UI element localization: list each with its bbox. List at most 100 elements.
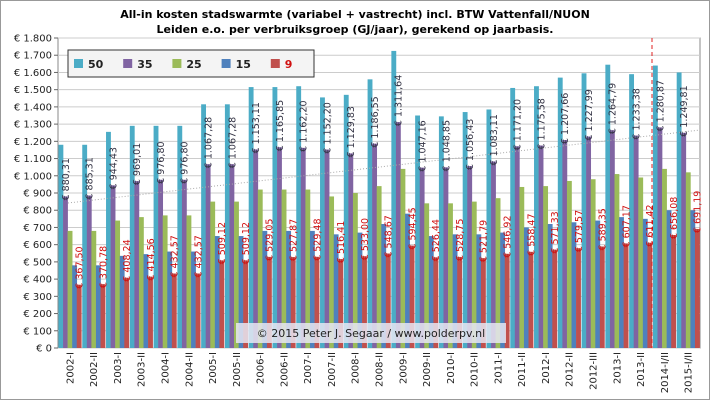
- bar: [191, 251, 196, 348]
- bar: [694, 228, 700, 348]
- bar: [676, 72, 682, 348]
- bar: [266, 256, 272, 348]
- bar: [148, 276, 153, 348]
- x-tick-label: 2004-I: [161, 352, 172, 384]
- data-label: € 1.311,64: [394, 75, 405, 126]
- data-label: € 533,00: [360, 218, 371, 260]
- data-label: € 1.067,28: [203, 117, 214, 168]
- data-label: € 571,33: [550, 211, 561, 253]
- bar: [281, 189, 287, 348]
- bar: [671, 235, 677, 348]
- legend-swatch: [221, 59, 231, 68]
- x-tick-label: 2006-II: [279, 352, 290, 387]
- bar: [296, 86, 302, 348]
- bar: [424, 203, 430, 348]
- bar: [552, 249, 558, 348]
- bar: [63, 196, 68, 348]
- bar: [486, 109, 492, 348]
- data-label: € 370,78: [98, 246, 109, 288]
- y-tick-label: € 500: [23, 257, 52, 268]
- data-label: € 880,31: [61, 158, 72, 200]
- bar: [201, 104, 207, 348]
- bar: [647, 242, 653, 348]
- x-tick-label: 2003-II: [137, 352, 148, 387]
- data-label: € 1.249,81: [679, 85, 690, 136]
- y-tick-label: € 600: [23, 240, 52, 251]
- data-label: € 1.233,38: [631, 88, 642, 139]
- data-label: € 432,57: [193, 235, 204, 277]
- bar: [666, 210, 672, 348]
- bar: [504, 253, 510, 348]
- x-tick-label: 2010-II: [470, 352, 481, 387]
- bar: [534, 86, 539, 348]
- data-label: € 527,87: [289, 219, 300, 261]
- data-label: € 528,75: [455, 219, 466, 261]
- bar: [138, 217, 144, 348]
- bar: [91, 230, 97, 348]
- bar: [690, 210, 696, 348]
- bar: [181, 179, 187, 348]
- bar: [457, 256, 463, 348]
- data-label: € 969,01: [132, 143, 143, 185]
- bar: [657, 127, 663, 348]
- bar: [395, 122, 401, 348]
- bar: [257, 189, 263, 348]
- data-label: € 414,56: [146, 238, 157, 280]
- y-tick-label: € 900: [23, 189, 52, 200]
- bar: [562, 140, 568, 348]
- x-tick-label: 2005-II: [232, 352, 243, 387]
- bar: [462, 112, 468, 348]
- y-tick-label: € 200: [23, 309, 52, 320]
- bar: [638, 177, 644, 348]
- bar: [357, 232, 363, 348]
- bar: [277, 147, 282, 348]
- y-tick-label: € 100: [23, 326, 52, 337]
- bar: [614, 174, 620, 348]
- data-label: € 1.153,11: [251, 102, 262, 153]
- bar: [214, 236, 220, 348]
- data-label: € 432,57: [170, 235, 181, 277]
- bar: [480, 258, 486, 348]
- bar: [419, 167, 425, 348]
- bar: [599, 246, 605, 348]
- data-label: € 976,80: [156, 141, 167, 183]
- bar: [76, 284, 82, 348]
- bar: [681, 132, 687, 348]
- bar: [186, 215, 192, 348]
- bar: [609, 130, 615, 348]
- bar: [385, 253, 391, 348]
- data-label: € 558,47: [526, 214, 537, 256]
- data-label: € 1.227,99: [584, 89, 595, 140]
- data-label: € 594,45: [407, 207, 418, 249]
- bar: [162, 215, 168, 348]
- y-tick-label: € 1.200: [14, 137, 52, 148]
- legend-swatch: [172, 59, 182, 68]
- bar: [248, 87, 254, 348]
- bar: [467, 166, 473, 348]
- bar: [372, 143, 378, 348]
- bar: [290, 257, 296, 348]
- x-tick-label: 2003-I: [113, 352, 124, 384]
- legend-swatch: [270, 59, 280, 68]
- y-tick-label: € 1.000: [14, 171, 52, 182]
- data-label: € 529,05: [265, 219, 276, 261]
- data-label: € 509,12: [217, 222, 228, 264]
- data-label: € 1.129,83: [346, 106, 357, 157]
- x-tick-label: 2005-I: [208, 352, 219, 384]
- x-tick-label: 2014-I/II: [660, 352, 671, 393]
- bar: [205, 164, 211, 348]
- bar: [566, 180, 572, 348]
- data-label: € 1.165,85: [275, 100, 286, 151]
- bar: [619, 217, 624, 348]
- y-tick-label: € 1.600: [14, 68, 52, 79]
- bar: [543, 186, 549, 348]
- bar: [605, 64, 611, 348]
- bar: [352, 193, 358, 348]
- bar: [238, 236, 244, 348]
- data-label: € 521,79: [479, 220, 490, 262]
- bar: [448, 203, 453, 348]
- bar: [134, 181, 140, 348]
- bar: [86, 195, 92, 348]
- x-tick-label: 2007-I: [303, 352, 314, 384]
